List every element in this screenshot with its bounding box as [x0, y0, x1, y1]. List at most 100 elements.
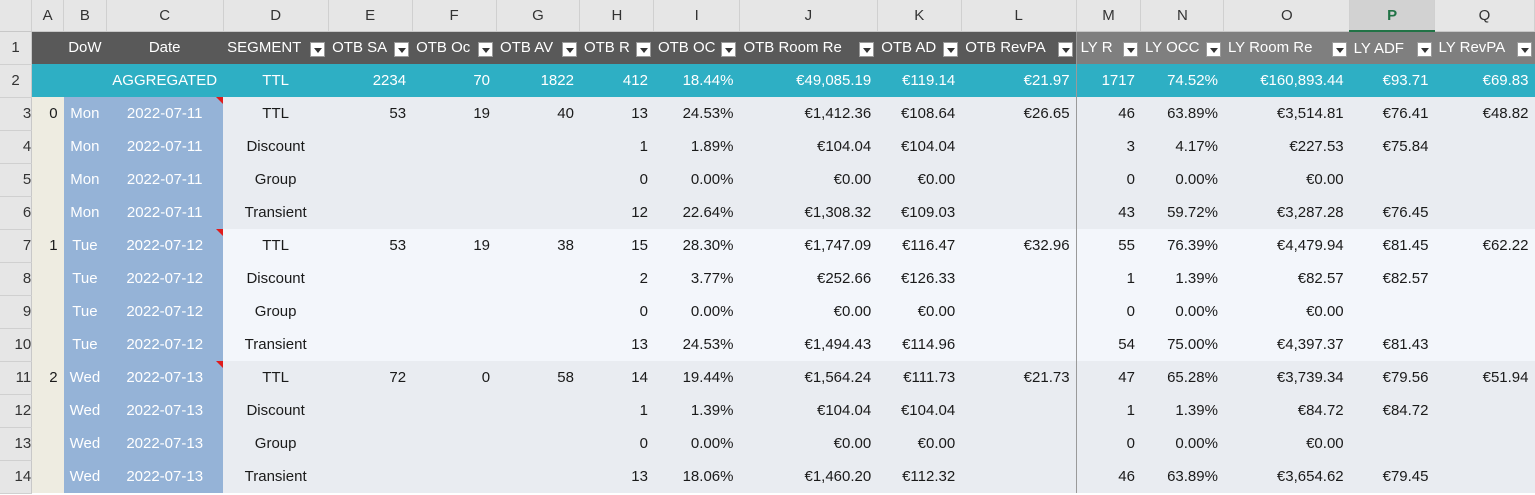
cell-f4[interactable] — [412, 130, 497, 163]
cell-i10[interactable]: 24.53% — [653, 328, 740, 361]
filter-dropdown-icon[interactable] — [1516, 41, 1532, 57]
cell-c2[interactable]: AGGREGATED — [106, 64, 224, 97]
cell-f14[interactable] — [412, 460, 497, 493]
filter-dropdown-icon[interactable] — [561, 41, 577, 57]
cell-h8[interactable]: 2 — [579, 262, 654, 295]
cell-l13[interactable] — [961, 427, 1077, 460]
cell-j12[interactable]: €104.04 — [739, 394, 878, 427]
cell-j7[interactable]: €1,747.09 — [739, 229, 878, 262]
cell-b7[interactable]: Tue — [63, 229, 107, 262]
cell-g3[interactable]: 40 — [496, 97, 580, 130]
cell-m7[interactable]: 55 — [1076, 229, 1141, 262]
column-header-p[interactable]: P — [1349, 0, 1435, 32]
filter-dropdown-icon[interactable] — [1057, 41, 1073, 57]
filter-dropdown-icon[interactable] — [943, 41, 959, 57]
cell-a14[interactable] — [31, 460, 64, 493]
cell-m5[interactable]: 0 — [1076, 163, 1141, 196]
cell-j5[interactable]: €0.00 — [739, 163, 878, 196]
cell-p14[interactable]: €79.45 — [1349, 460, 1435, 493]
cell-o14[interactable]: €3,654.62 — [1223, 460, 1350, 493]
cell-a3[interactable]: 0 — [31, 97, 64, 130]
cell-e2[interactable]: 2234 — [328, 64, 413, 97]
cell-g12[interactable] — [496, 394, 580, 427]
cell-b14[interactable]: Wed — [63, 460, 107, 493]
cell-f3[interactable]: 19 — [412, 97, 497, 130]
filter-dropdown-icon[interactable] — [310, 41, 326, 57]
row-header-13[interactable]: 13 — [0, 427, 33, 461]
cell-c3[interactable]: 2022-07-11 — [106, 97, 224, 130]
cell-a6[interactable] — [31, 196, 64, 229]
cell-l4[interactable] — [961, 130, 1077, 163]
cell-b5[interactable]: Mon — [63, 163, 107, 196]
cell-j6[interactable]: €1,308.32 — [739, 196, 878, 229]
cell-l14[interactable] — [961, 460, 1077, 493]
cell-q13[interactable] — [1434, 427, 1535, 460]
cell-e10[interactable] — [328, 328, 413, 361]
cell-i13[interactable]: 0.00% — [653, 427, 740, 460]
cell-n3[interactable]: 63.89% — [1140, 97, 1224, 130]
cell-d10[interactable]: Transient — [223, 328, 329, 361]
cell-e9[interactable] — [328, 295, 413, 328]
cell-j11[interactable]: €1,564.24 — [739, 361, 878, 394]
cell-l10[interactable] — [961, 328, 1077, 361]
cell-q10[interactable] — [1434, 328, 1535, 361]
cell-k5[interactable]: €0.00 — [877, 163, 962, 196]
cell-b11[interactable]: Wed — [63, 361, 107, 394]
cell-b12[interactable]: Wed — [63, 394, 107, 427]
row-header-11[interactable]: 11 — [0, 361, 33, 395]
cell-p7[interactable]: €81.45 — [1349, 229, 1435, 262]
cell-p2[interactable]: €93.71 — [1349, 64, 1435, 97]
cell-i14[interactable]: 18.06% — [653, 460, 740, 493]
cell-f13[interactable] — [412, 427, 497, 460]
cell-a7[interactable]: 1 — [31, 229, 64, 262]
row-header-1[interactable]: 1 — [0, 31, 33, 65]
cell-q12[interactable] — [1434, 394, 1535, 427]
cell-b8[interactable]: Tue — [63, 262, 107, 295]
cell-m9[interactable]: 0 — [1076, 295, 1141, 328]
cell-c6[interactable]: 2022-07-11 — [106, 196, 224, 229]
cell-q3[interactable]: €48.82 — [1434, 97, 1535, 130]
cell-e6[interactable] — [328, 196, 413, 229]
cell-h11[interactable]: 14 — [579, 361, 654, 394]
cell-l3[interactable]: €26.65 — [961, 97, 1077, 130]
cell-p13[interactable] — [1349, 427, 1435, 460]
cell-i12[interactable]: 1.39% — [653, 394, 740, 427]
cell-h6[interactable]: 12 — [579, 196, 654, 229]
cell-k6[interactable]: €109.03 — [877, 196, 962, 229]
cell-m8[interactable]: 1 — [1076, 262, 1141, 295]
cell-j9[interactable]: €0.00 — [739, 295, 878, 328]
cell-o10[interactable]: €4,397.37 — [1223, 328, 1350, 361]
cell-o7[interactable]: €4,479.94 — [1223, 229, 1350, 262]
cell-m6[interactable]: 43 — [1076, 196, 1141, 229]
filter-dropdown-icon[interactable] — [1205, 41, 1221, 57]
select-all-corner[interactable] — [0, 0, 33, 32]
cell-c7[interactable]: 2022-07-12 — [106, 229, 224, 262]
cell-k14[interactable]: €112.32 — [877, 460, 962, 493]
filter-dropdown-icon[interactable] — [1416, 42, 1432, 57]
cell-g11[interactable]: 58 — [496, 361, 580, 394]
cell-g13[interactable] — [496, 427, 580, 460]
cell-m13[interactable]: 0 — [1076, 427, 1141, 460]
cell-g2[interactable]: 1822 — [496, 64, 580, 97]
cell-g8[interactable] — [496, 262, 580, 295]
cell-k7[interactable]: €116.47 — [877, 229, 962, 262]
cell-i4[interactable]: 1.89% — [653, 130, 740, 163]
row-header-12[interactable]: 12 — [0, 394, 33, 428]
cell-n2[interactable]: 74.52% — [1140, 64, 1224, 97]
cell-e5[interactable] — [328, 163, 413, 196]
cell-d11[interactable]: TTL — [223, 361, 329, 394]
cell-p12[interactable]: €84.72 — [1349, 394, 1435, 427]
cell-i3[interactable]: 24.53% — [653, 97, 740, 130]
cell-e3[interactable]: 53 — [328, 97, 413, 130]
cell-n13[interactable]: 0.00% — [1140, 427, 1224, 460]
cell-d3[interactable]: TTL — [223, 97, 329, 130]
cell-n7[interactable]: 76.39% — [1140, 229, 1224, 262]
cell-m4[interactable]: 3 — [1076, 130, 1141, 163]
cell-n9[interactable]: 0.00% — [1140, 295, 1224, 328]
filter-dropdown-icon[interactable] — [1331, 41, 1347, 57]
cell-f6[interactable] — [412, 196, 497, 229]
cell-a4[interactable] — [31, 130, 64, 163]
cell-b9[interactable]: Tue — [63, 295, 107, 328]
row-header-8[interactable]: 8 — [0, 262, 33, 296]
cell-p8[interactable]: €82.57 — [1349, 262, 1435, 295]
